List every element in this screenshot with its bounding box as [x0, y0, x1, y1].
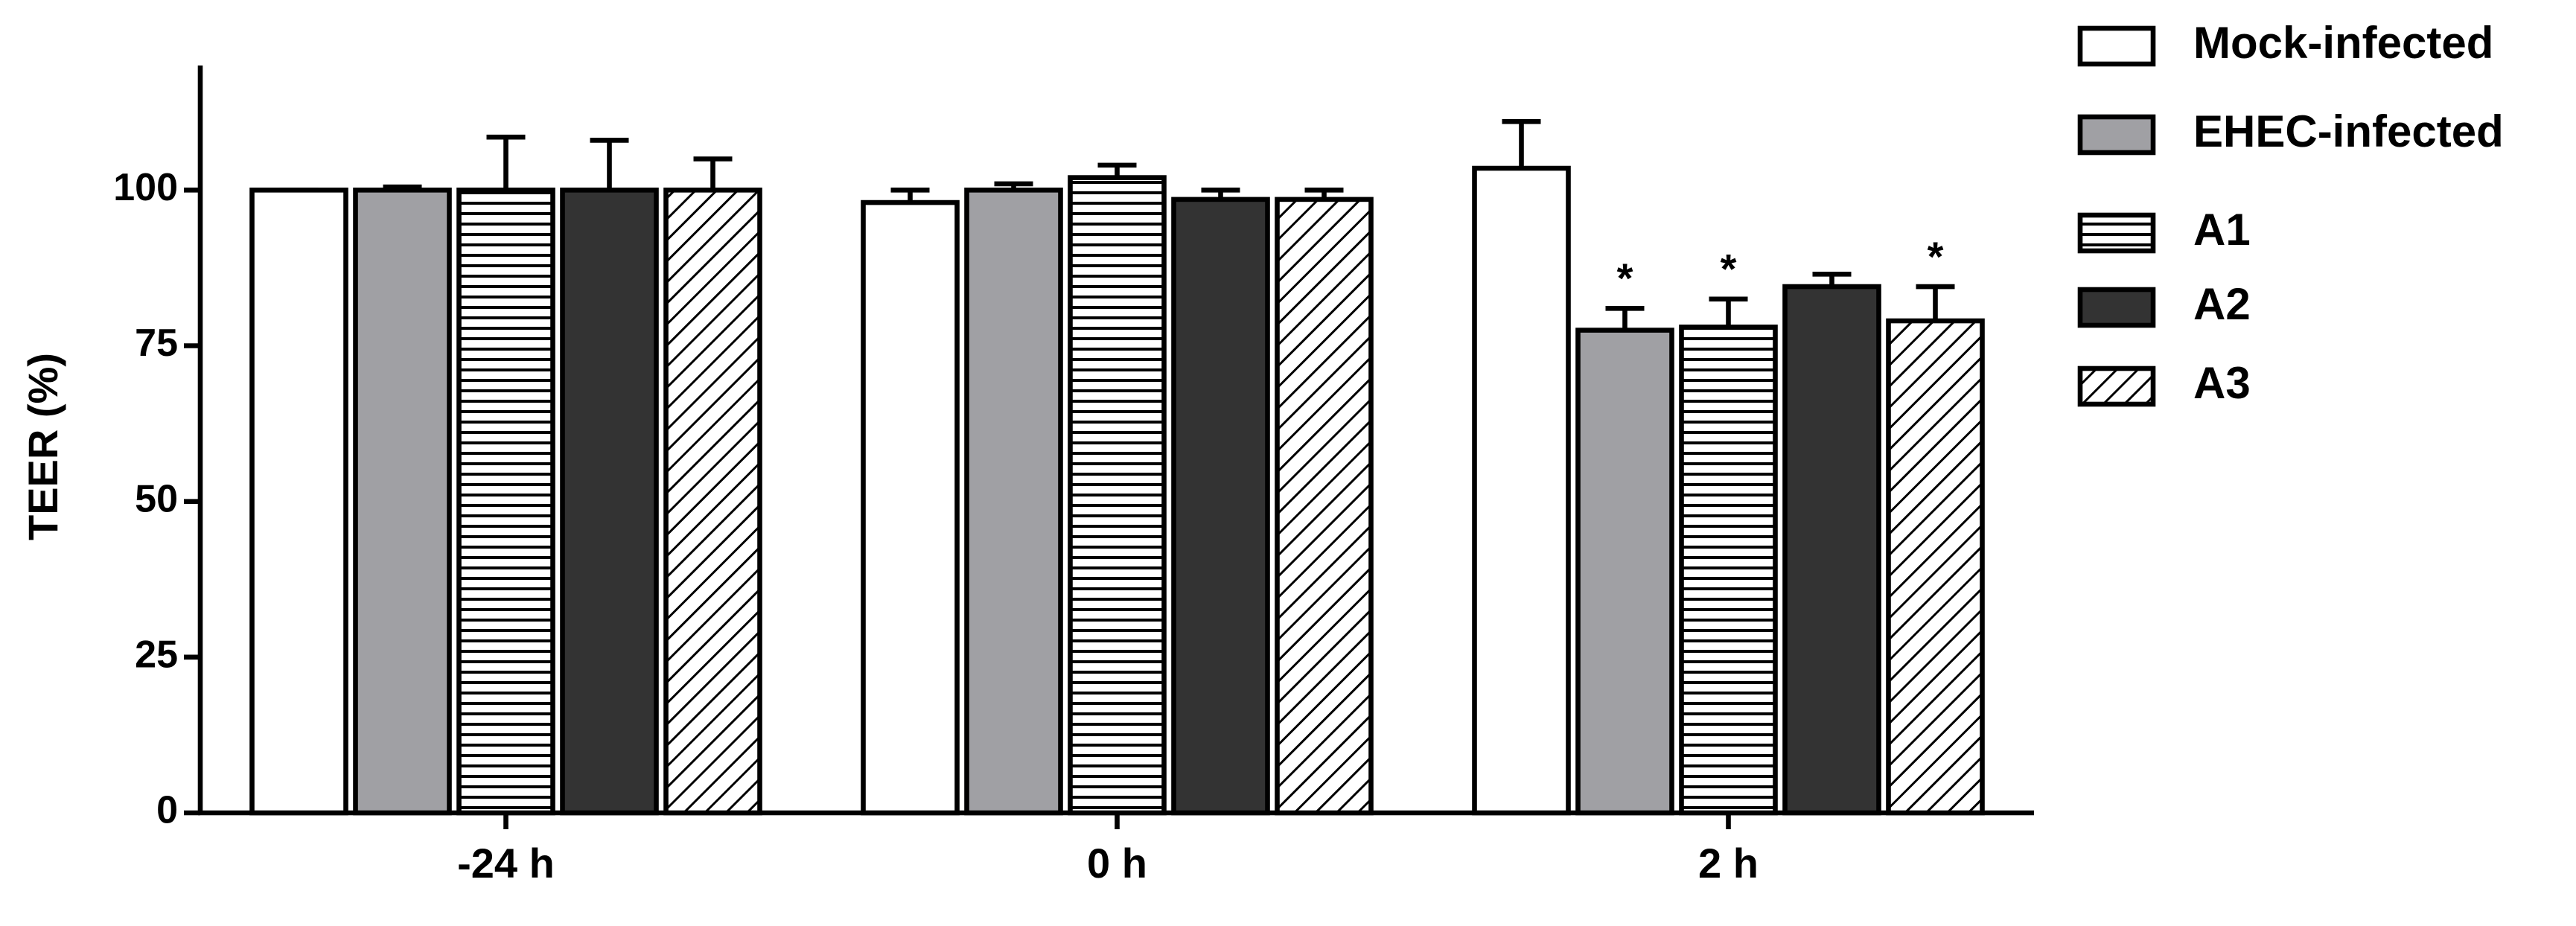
- bar: [1171, 197, 1270, 816]
- y-tick-label: 100: [113, 166, 178, 209]
- legend-swatch: [2077, 25, 2156, 67]
- bar: [249, 188, 348, 816]
- y-tick-label: 0: [156, 789, 178, 832]
- bar: [1782, 284, 1881, 816]
- bar: [1472, 165, 1571, 816]
- bar: [964, 188, 1063, 816]
- y-axis-title: TEER (%): [19, 353, 66, 540]
- legend-label: EHEC-infected: [2193, 106, 2504, 156]
- bar: [1575, 328, 1674, 816]
- y-tick-label: 50: [135, 477, 178, 520]
- x-tick-label: -24 h: [457, 840, 555, 887]
- significance-marker: *: [1617, 255, 1633, 301]
- y-tick-label: 75: [135, 322, 178, 365]
- bar: [456, 188, 555, 816]
- legend-swatch: [2077, 287, 2156, 328]
- legend-swatch: [2077, 365, 2156, 407]
- legend-label: A3: [2193, 358, 2251, 408]
- legend-label: Mock-infected: [2193, 18, 2493, 68]
- x-tick-label: 0 h: [1087, 840, 1147, 887]
- bar: [663, 188, 762, 816]
- significance-marker: *: [1721, 246, 1737, 293]
- bar: [1679, 325, 1778, 816]
- bar: [353, 188, 452, 816]
- bar: [1886, 318, 1985, 816]
- bar: [1275, 197, 1374, 816]
- legend-swatch: [2077, 114, 2156, 156]
- legend-swatch: [2077, 212, 2156, 254]
- y-tick-label: 25: [135, 633, 178, 677]
- bar: [560, 188, 659, 816]
- legend-label: A2: [2193, 279, 2251, 329]
- x-tick-label: 2 h: [1698, 840, 1759, 887]
- legend-label: A1: [2193, 205, 2251, 255]
- bar: [1068, 175, 1167, 816]
- bar: [861, 199, 960, 816]
- significance-marker: *: [1928, 233, 1944, 280]
